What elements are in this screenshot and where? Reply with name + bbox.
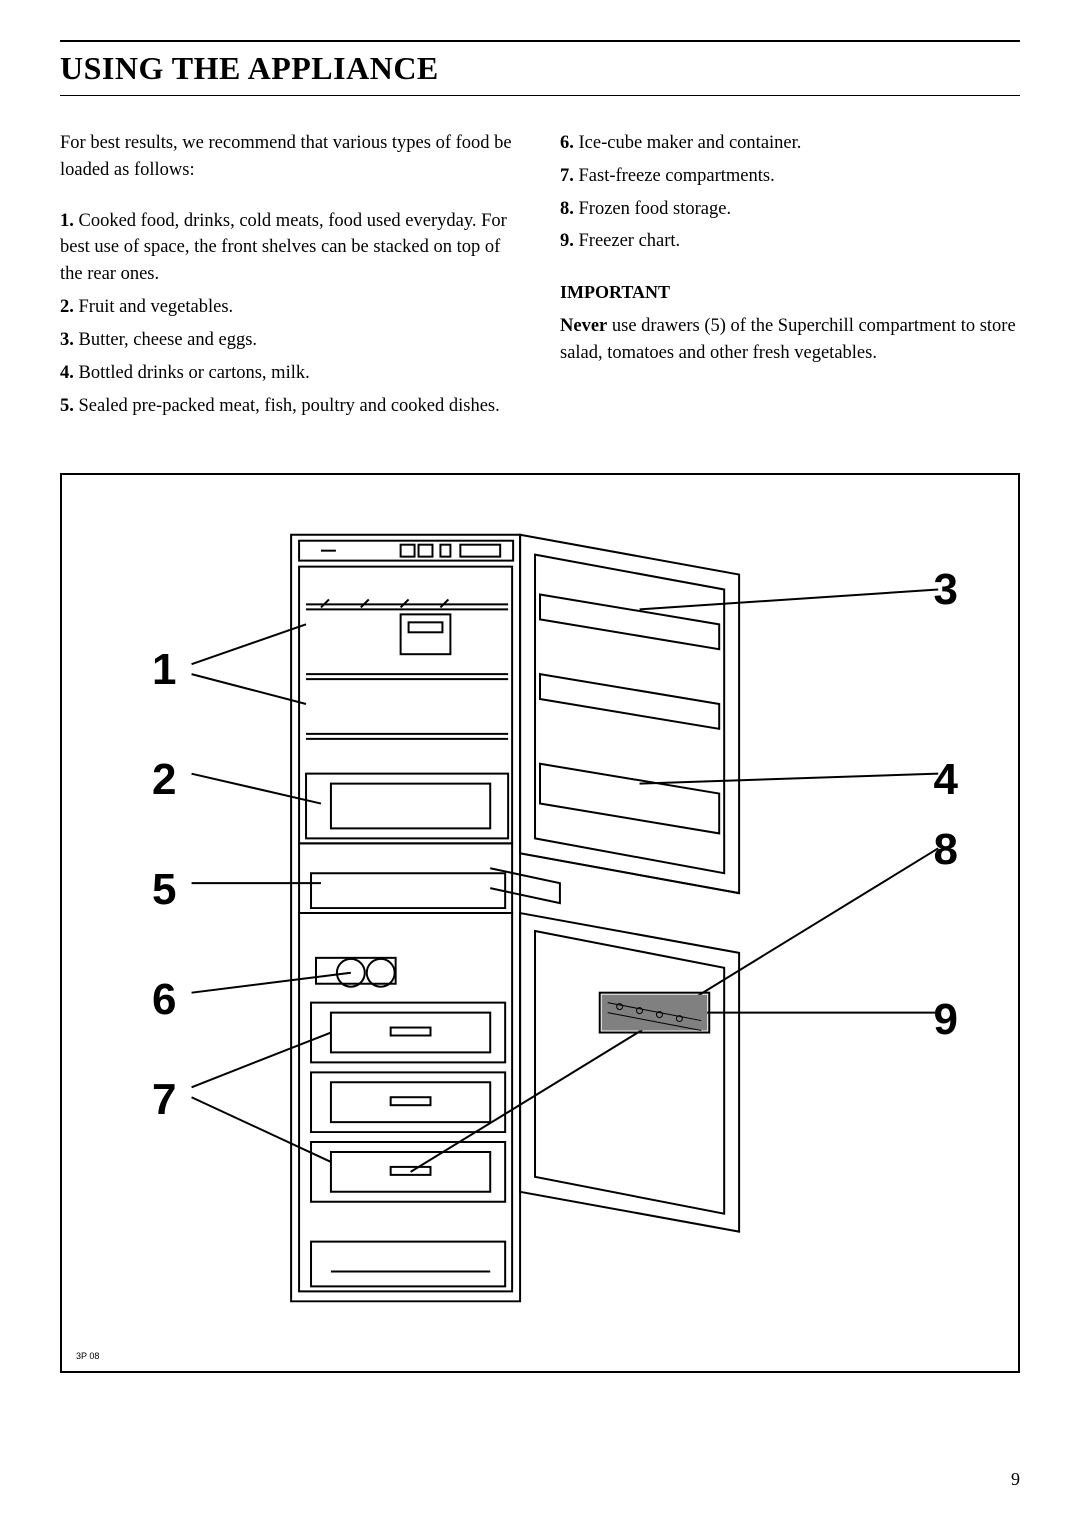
callout-2: 2	[152, 755, 176, 805]
callout-7: 7	[152, 1075, 176, 1125]
list-item: 5. Sealed pre-packed meat, fish, poultry…	[60, 393, 520, 420]
list-item: 3. Butter, cheese and eggs.	[60, 327, 520, 354]
appliance-figure: 1 2 5 6 7 3 4 8 9	[60, 473, 1020, 1373]
list-item: 9. Freezer chart.	[560, 228, 1020, 255]
list-item: 4. Bottled drinks or cartons, milk.	[60, 360, 520, 387]
figure-code: 3P 08	[76, 1351, 99, 1361]
callout-4: 4	[934, 755, 958, 805]
right-column: 6. Ice-cube maker and container. 7. Fast…	[560, 130, 1020, 425]
intro-text: For best results, we recommend that vari…	[60, 130, 520, 184]
list-item: 6. Ice-cube maker and container.	[560, 130, 1020, 157]
list-item: 2. Fruit and vegetables.	[60, 294, 520, 321]
callout-5: 5	[152, 865, 176, 915]
list-item: 1. Cooked food, drinks, cold meats, food…	[60, 208, 520, 288]
page-title: USING THE APPLIANCE	[60, 44, 1020, 96]
callout-8: 8	[934, 825, 958, 875]
callout-6: 6	[152, 975, 176, 1025]
left-column: For best results, we recommend that vari…	[60, 130, 520, 425]
fridge-diagram	[62, 475, 1018, 1371]
callout-1: 1	[152, 645, 176, 695]
list-item: 8. Frozen food storage.	[560, 196, 1020, 223]
callout-9: 9	[934, 995, 958, 1045]
important-text: Never use drawers (5) of the Superchill …	[560, 313, 1020, 367]
page-number: 9	[1011, 1469, 1020, 1490]
important-heading: IMPORTANT	[560, 279, 1020, 305]
list-item: 7. Fast-freeze compartments.	[560, 163, 1020, 190]
callout-3: 3	[934, 565, 958, 615]
